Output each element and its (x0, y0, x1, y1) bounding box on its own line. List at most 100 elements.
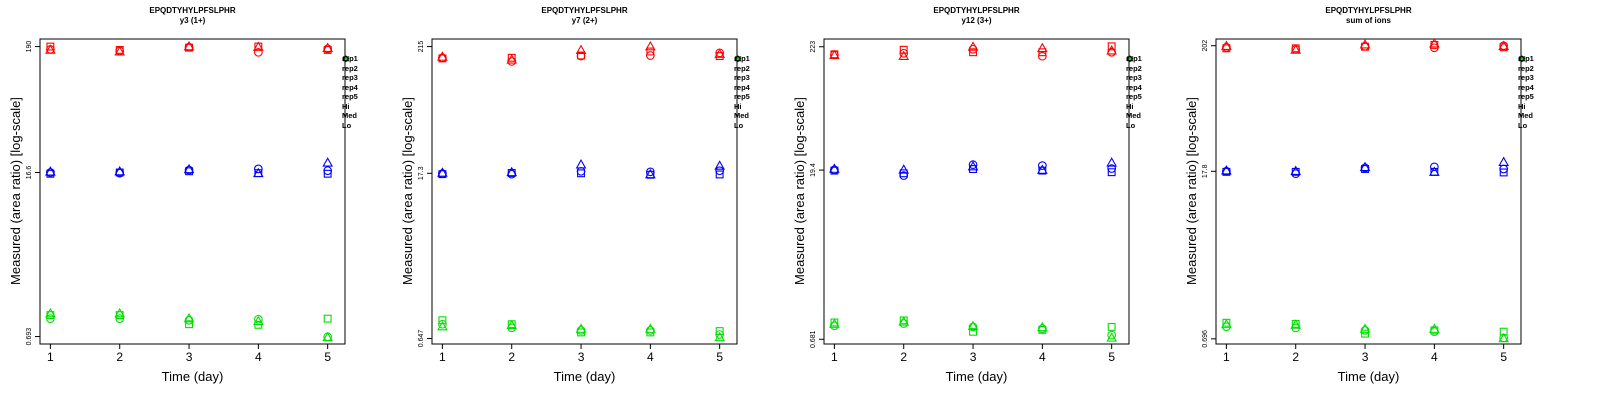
data-point-hi-rep3 (45, 44, 56, 54)
legend-label: rep2 (734, 63, 750, 73)
plot-area: 1 2 3 4 5 0.647 17.3 215 (418, 38, 738, 364)
data-point-hi-rep3 (1429, 37, 1440, 48)
data-point-hi-rep3 (1037, 42, 1048, 53)
data-point-med-rep2 (1499, 168, 1508, 177)
legend-label: rep3 (734, 73, 750, 83)
x-tick-label: 1 (831, 350, 838, 364)
data-point-med-rep3 (183, 163, 195, 174)
legend-item-rep4: rep4 (1517, 55, 1534, 93)
data-point-lo-rep3 (1221, 318, 1232, 329)
legend-label: rep1 (1126, 54, 1142, 64)
legend-label: rep4 (1518, 82, 1534, 92)
data-point-hi-rep3 (1498, 40, 1510, 50)
data-point-hi-rep2 (899, 45, 908, 54)
y-tick-label: 17.3 (418, 166, 425, 180)
legend-label: Med (1518, 111, 1533, 121)
legend-item-lo: Lo (733, 57, 750, 131)
data-point-hi-rep3 (183, 40, 195, 51)
data-point-med-rep3 (1221, 164, 1232, 175)
data-point-lo-rep2 (323, 314, 332, 323)
x-tick-label: 4 (1431, 350, 1438, 364)
legend-label: Med (1126, 111, 1141, 121)
x-axis-label: Time (day) (945, 369, 1008, 384)
legend-label: rep5 (1518, 92, 1534, 102)
x-tick-label: 2 (900, 350, 907, 364)
data-point-lo-rep3 (1037, 321, 1048, 332)
data-point-hi-rep2 (1107, 42, 1116, 51)
legend-label: rep4 (1126, 82, 1142, 92)
legend-item-hi: Hi (341, 57, 358, 112)
x-tick-label: 1 (47, 350, 54, 364)
legend-dot (1520, 57, 1524, 61)
legend-label: rep1 (1518, 54, 1534, 64)
data-point-lo-rep3 (714, 331, 726, 342)
legend-symbol-icon (734, 55, 742, 62)
data-point-lo-rep3 (1290, 319, 1302, 329)
plot-frame (823, 38, 1130, 345)
legend-symbol-icon (1518, 55, 1526, 62)
data-point-lo-rep3 (45, 307, 56, 318)
legend-item-lo: Lo (1517, 57, 1534, 131)
data-point-hi-rep2 (46, 42, 55, 51)
chart-panel-sum-of-ions: EPQDTYHYLPFSLPHR sum of ions 1 2 3 4 5 0.696 1… (1176, 0, 1568, 400)
data-point-lo-rep3 (506, 319, 518, 330)
data-point-med-rep3 (1037, 164, 1048, 174)
legend-item-rep4: rep4 (341, 55, 358, 93)
chart-panel-y12: EPQDTYHYLPFSLPHR y12 (3+) 1 2 3 4 5 0.681 19.4… (784, 0, 1176, 400)
data-point-hi-rep1 (254, 47, 263, 57)
data-point-hi-rep3 (829, 49, 840, 60)
y-tick-label: 0.647 (418, 330, 425, 348)
data-point-lo-rep3 (1106, 332, 1118, 342)
data-point-med-rep3 (829, 163, 840, 173)
data-point-med-rep1 (1038, 161, 1047, 170)
chart-panel-y3: EPQDTYHYLPFSLPHR y3 (1+) 1 2 3 4 5 0.693 16.6 1… (0, 0, 392, 400)
legend-item-med: Med (1517, 57, 1534, 121)
legend-symbol-icon (1518, 56, 1526, 63)
chart-panel-y7: EPQDTYHYLPFSLPHR y7 (2+) 1 2 3 4 5 0.647 17.3 2… (392, 0, 784, 400)
legend-symbol-icon (342, 55, 350, 62)
plot-area: 1 2 3 4 5 0.693 16.6 190 (26, 38, 346, 364)
y-tick-label: 16.6 (26, 166, 33, 180)
legend-label: rep1 (734, 54, 750, 64)
data-point-hi-rep3 (898, 50, 910, 60)
legend-label: rep3 (1518, 73, 1534, 83)
data-point-hi-rep2 (1038, 48, 1047, 57)
x-tick-label: 1 (1223, 350, 1230, 364)
x-tick-label: 1 (439, 350, 446, 364)
data-point-hi-rep3 (714, 48, 726, 58)
legend-label: Hi (1518, 101, 1526, 111)
data-point-lo-rep1 (254, 314, 263, 324)
legend-item-rep3: rep3 (733, 55, 750, 83)
data-point-med-rep3 (322, 157, 334, 167)
legend-label: rep2 (1518, 63, 1534, 73)
data-point-hi-rep1 (646, 51, 655, 60)
legend-label: Lo (1126, 120, 1136, 130)
legend-marker-triangle-down (1518, 56, 1526, 63)
data-point-hi-rep3 (506, 54, 518, 64)
legend-marker-triangle-down (734, 56, 742, 63)
data-point-hi-rep3 (253, 41, 264, 51)
legend-item-rep5: rep5 (1517, 56, 1534, 102)
data-point-lo-rep3 (898, 316, 910, 326)
data-point-med-rep1 (576, 166, 586, 176)
legend-item-rep2: rep2 (1125, 56, 1142, 74)
legend-item-lo: Lo (341, 57, 358, 131)
legend-item-rep3: rep3 (341, 55, 358, 83)
legend-item-rep2: rep2 (733, 56, 750, 74)
data-point-lo-rep3 (1359, 323, 1371, 333)
legend-marker-triangle (342, 55, 350, 62)
legend: rep1 rep2 rep3 rep4 rep5 Hi Med Lo (341, 54, 358, 130)
legend-dot (344, 57, 348, 61)
data-point-med-rep2 (715, 170, 724, 179)
legend: rep1 rep2 rep3 rep4 rep5 Hi Med Lo (1517, 54, 1534, 130)
legend-symbol-icon (1128, 57, 1132, 61)
legend-item-med: Med (1125, 57, 1142, 121)
legend: rep1 rep2 rep3 rep4 rep5 Hi Med Lo (733, 54, 750, 130)
legend-item-med: Med (733, 57, 750, 121)
data-point-lo-rep3 (1429, 323, 1440, 333)
legend-label: Hi (1126, 101, 1134, 111)
legend-symbol-icon (736, 57, 740, 61)
data-point-lo-rep3 (829, 318, 840, 328)
legend-label: rep3 (342, 73, 358, 83)
